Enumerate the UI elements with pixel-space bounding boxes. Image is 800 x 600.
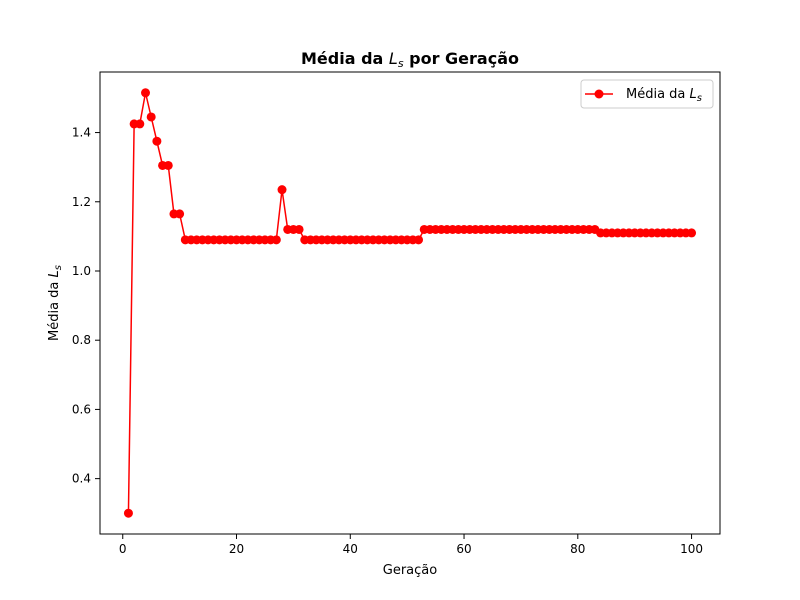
data-point xyxy=(687,228,697,238)
data-point xyxy=(163,160,173,170)
x-tick-label: 60 xyxy=(456,542,471,556)
legend: Média da Ls xyxy=(580,79,714,109)
data-point xyxy=(146,112,156,122)
y-tick-label: 1.2 xyxy=(72,195,91,209)
y-tick-label: 0.8 xyxy=(72,333,91,347)
data-point xyxy=(414,235,424,245)
data-point xyxy=(135,119,145,129)
data-point xyxy=(294,224,304,234)
data-point xyxy=(271,235,281,245)
data-point xyxy=(175,209,185,219)
legend-box xyxy=(580,79,714,109)
plot-frame xyxy=(99,71,721,535)
chart-title: Média da Ls por Geração xyxy=(301,49,519,70)
y-tick-label: 1.4 xyxy=(72,126,91,140)
data-point xyxy=(141,88,151,98)
x-tick-label: 0 xyxy=(119,542,127,556)
x-tick-label: 80 xyxy=(570,542,585,556)
series-line xyxy=(127,92,692,514)
y-tick-label: 0.4 xyxy=(72,472,91,486)
data-point xyxy=(123,508,133,518)
y-tick-label: 1.0 xyxy=(72,264,91,278)
legend-marker xyxy=(594,89,604,99)
legend-label: Média da Ls xyxy=(626,87,702,104)
x-tick-label: 100 xyxy=(680,542,703,556)
x-tick-label: 40 xyxy=(343,542,358,556)
data-point xyxy=(277,185,287,195)
data-point xyxy=(152,136,162,146)
x-axis-label: Geração xyxy=(383,563,437,578)
y-axis-label: Média da Ls xyxy=(47,265,64,341)
y-tick-label: 0.6 xyxy=(72,402,91,416)
x-tick-label: 20 xyxy=(229,542,244,556)
